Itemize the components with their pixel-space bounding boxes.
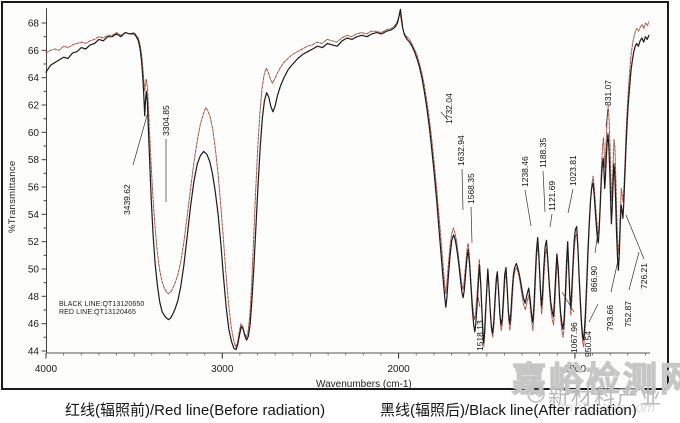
x-tick-label: 1000 (564, 364, 587, 375)
peak-label: 1568.35 (466, 173, 476, 204)
peak-leader-line (440, 111, 449, 121)
peak-label: 726.21 (639, 263, 649, 289)
y-tick-label: 44 (28, 347, 40, 358)
y-axis-title: %Transmittance (7, 160, 18, 233)
x-tick-label: 2000 (387, 364, 410, 375)
caption-black-line: 黑线(辐照后)/Black line(After radiation) (380, 402, 637, 419)
y-tick-label: 68 (28, 19, 40, 30)
peak-label: 1023.81 (568, 155, 578, 186)
y-tick-label: 60 (28, 128, 40, 139)
legend: BLACK LINE:QT13120650 RED LINE:QT1312046… (59, 301, 144, 317)
peak-leader-line (594, 231, 599, 254)
y-tick-label: 46 (28, 319, 40, 330)
peak-leader-line (461, 168, 464, 211)
watermark-logo-icon (527, 385, 545, 403)
peak-leader-line (628, 251, 640, 291)
peak-leader-line (549, 213, 553, 228)
legend-red-line: RED LINE:QT13120465 (59, 309, 136, 316)
peak-label: 3304.85 (161, 105, 171, 136)
peak-label: 1518.13 (475, 320, 485, 351)
peak-label: 1732.04 (444, 93, 454, 124)
peak-leader-line (542, 170, 546, 213)
y-tick-label: 58 (28, 155, 40, 166)
peak-label: 1238.46 (520, 156, 530, 187)
x-axis-title: Wavenumbers (cm-1) (316, 379, 412, 390)
peak-leader-line (561, 291, 575, 313)
watermark-industry-text: 新材料产业 (548, 386, 663, 409)
peak-leader-line (470, 206, 473, 244)
peak-leader-line (477, 296, 481, 308)
peak-label: 1632.94 (456, 135, 466, 166)
peak-label: 752.87 (623, 301, 633, 327)
peak-leader-line (610, 255, 620, 293)
peak-label: 866.90 (589, 266, 599, 292)
y-tick-label: 56 (28, 183, 40, 194)
caption-red-line: 红线(辐照前)/Red line(Before radiation) (65, 402, 326, 419)
watermark-url-text: AnyTesting.com (556, 399, 656, 415)
y-tick-label: 64 (28, 73, 40, 84)
peak-label: 1121.69 (547, 181, 557, 211)
peak-label: 950.54 (583, 331, 593, 357)
red-spectrum-curve (45, 12, 650, 348)
y-tick-label: 52 (28, 237, 40, 248)
black-spectrum-curve (45, 8, 650, 351)
x-tick-label: 3000 (211, 364, 234, 375)
y-tick-label: 66 (28, 46, 40, 57)
y-tick-label: 50 (28, 265, 40, 276)
peak-label: 3439.62 (122, 184, 132, 215)
peak-leader-line (524, 189, 532, 227)
peak-leader-line (567, 188, 574, 214)
watermark-site-name: 嘉峪检测网 (511, 360, 680, 399)
peak-leader-line (132, 111, 149, 166)
chart-frame (1, 1, 669, 390)
peak-label: 793.66 (605, 305, 615, 331)
peak-label: 1188.35 (538, 138, 548, 168)
peak-leader-line (588, 303, 599, 323)
y-tick-label: 62 (28, 101, 40, 112)
y-tick-label: 54 (28, 210, 40, 221)
x-tick-label: 4000 (35, 364, 58, 375)
peak-label: 1067.96 (569, 322, 579, 353)
peak-leader-line (605, 108, 609, 128)
peak-leader-line (625, 214, 645, 260)
peak-label: 831.07 (603, 80, 613, 106)
y-tick-label: 48 (28, 292, 40, 303)
legend-black-line: BLACK LINE:QT13120650 (59, 301, 145, 308)
